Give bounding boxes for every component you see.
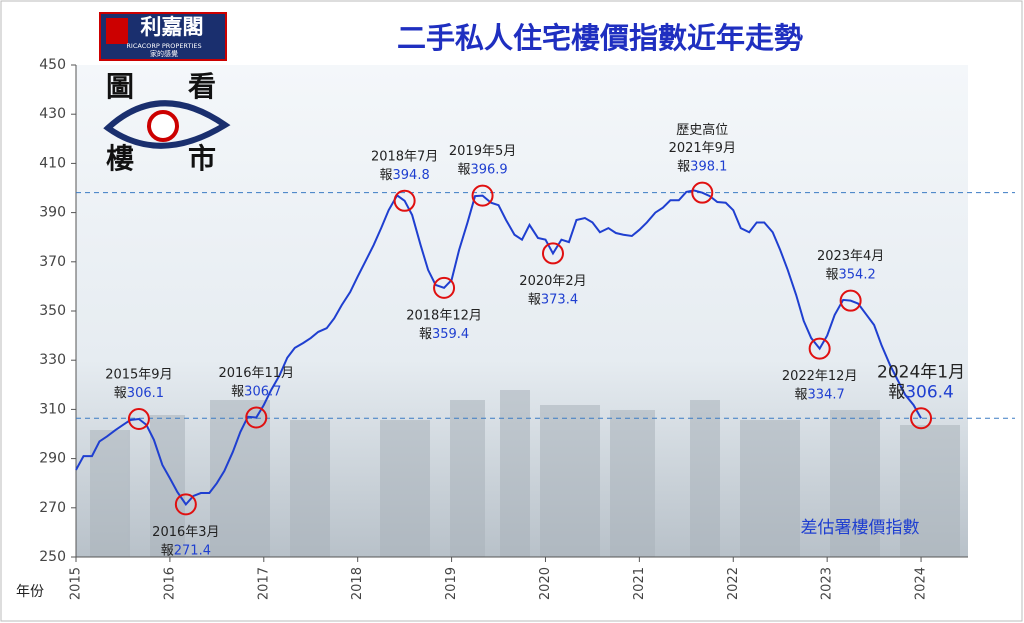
logo-slogan: 家的感覺 (150, 49, 178, 58)
eye-char: 圖 (106, 70, 134, 103)
annotation-value: 334.7 (808, 387, 845, 402)
logo-name: 利嘉閣 (141, 15, 204, 39)
annotation-label: 2016年11月 (218, 366, 294, 381)
x-tick-label: 2022 (726, 567, 741, 600)
annotation-value-line: 報271.4 (161, 543, 211, 558)
highlight-circle (541, 242, 564, 265)
chart-title: 二手私人住宅樓價指數近年走勢 (397, 21, 803, 55)
line (75, 189, 922, 506)
annotation-prefix: 報 (231, 384, 244, 399)
annotation-value: 396.9 (470, 162, 507, 177)
highlight-circle (910, 407, 933, 430)
x-tick-label: 2023 (820, 567, 835, 600)
annotation-value: 394.8 (393, 167, 430, 182)
logo-icon (106, 18, 128, 44)
annotation-prefix: 報 (380, 167, 393, 182)
x-tick-label: 2016 (162, 567, 177, 600)
y-tick-label: 270 (39, 500, 66, 516)
annotation-label: 2024年1月 (877, 362, 965, 382)
annotation-prefix: 報 (419, 326, 432, 341)
y-tick-label: 370 (39, 254, 66, 270)
y-tick-label: 450 (39, 57, 66, 73)
highlight-circle (839, 289, 862, 312)
annotation-value-line: 報354.2 (826, 267, 876, 282)
annotation-value-line: 報398.1 (677, 159, 727, 174)
x-tick-label: 2018 (350, 567, 365, 600)
annotation-value-line: 報306.7 (231, 384, 281, 399)
eye-icon (103, 100, 231, 149)
annotation-value-line: 報359.4 (419, 326, 469, 341)
annotation-prefix: 報 (826, 267, 839, 282)
annotation-value: 373.4 (541, 292, 578, 307)
highlight-circle (691, 181, 714, 204)
highlight-circle (174, 493, 197, 516)
x-tick-label: 2024 (914, 567, 929, 600)
y-tick-label: 290 (39, 451, 66, 467)
annotation-label: 2015年9月 (105, 367, 172, 382)
annotation-prefix: 報 (528, 292, 541, 307)
eye-char: 市 (188, 142, 216, 175)
y-tick-label: 430 (39, 106, 66, 122)
annotation-value: 306.1 (127, 385, 164, 400)
annotation-value: 306.4 (905, 382, 954, 402)
y-tick-label: 250 (39, 549, 66, 565)
annotation-label: 2023年4月 (817, 249, 884, 264)
annotation-prefix: 報 (795, 387, 808, 402)
annotation-value-line: 報394.8 (380, 167, 430, 182)
highlight-circle (433, 276, 456, 299)
annotation-label: 歷史高位 (676, 122, 728, 138)
y-tick-label: 390 (39, 205, 66, 221)
annotation-value-line: 報334.7 (795, 387, 845, 402)
annotation-value: 354.2 (839, 267, 876, 282)
annotation-value-line: 報306.1 (114, 385, 164, 400)
annotation-value: 398.1 (690, 159, 727, 174)
annotation-prefix: 報 (161, 543, 174, 558)
annotation-value: 271.4 (174, 543, 211, 558)
x-tick-label: 2021 (632, 567, 647, 600)
y-tick-label: 410 (39, 155, 66, 171)
highlight-circle (245, 406, 268, 429)
annotation-prefix: 報 (114, 385, 127, 400)
highlight-circle (127, 407, 150, 430)
eye-char: 看 (188, 70, 216, 103)
annotation-value-line: 報373.4 (528, 292, 578, 307)
x-axis-label: 年份 (16, 584, 44, 600)
annotation-value-line: 報306.4 (888, 382, 954, 402)
highlight-circle (471, 184, 494, 207)
y-tick-label: 330 (39, 352, 66, 368)
logo-english: RICACORP PROPERTIES (126, 42, 201, 50)
legend-label: 差估署樓價指數 (801, 518, 920, 538)
annotation-value: 359.4 (432, 326, 469, 341)
x-tick-label: 2015 (69, 567, 84, 600)
annotation-label: 2022年12月 (782, 369, 858, 384)
annotation-label: 2020年2月 (519, 274, 586, 289)
annotation-prefix: 報 (457, 162, 470, 177)
annotation-label: 2018年12月 (406, 308, 482, 323)
annotation-label: 2019年5月 (449, 144, 516, 159)
annotation-value: 306.7 (244, 384, 281, 399)
annotation-prefix: 報 (888, 382, 905, 402)
x-tick-label: 2020 (538, 567, 553, 600)
annotation-label: 2018年7月 (371, 149, 438, 164)
highlight-circle (808, 337, 831, 360)
annotation-value-line: 報396.9 (457, 162, 507, 177)
y-tick-label: 350 (39, 303, 66, 319)
y-tick-label: 310 (39, 401, 66, 417)
annotation-label: 2021年9月 (669, 141, 736, 156)
eye-char: 樓 (106, 142, 134, 175)
annotation-prefix: 報 (677, 159, 690, 174)
annotation-label: 2016年3月 (152, 525, 219, 540)
x-tick-label: 2019 (444, 567, 459, 600)
highlight-circle (393, 189, 416, 212)
x-tick-label: 2017 (256, 567, 271, 600)
eye-pupil (147, 110, 179, 142)
